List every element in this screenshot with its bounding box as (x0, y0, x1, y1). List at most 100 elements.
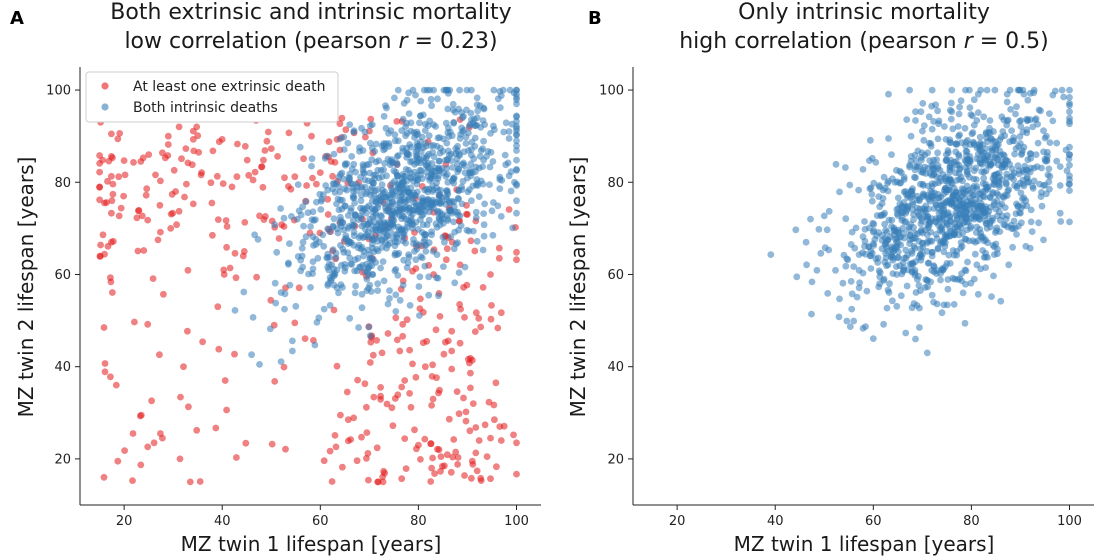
panel-a-point-series-0 (513, 248, 520, 256)
panel-a-point-series-0 (363, 455, 370, 462)
panel-b-point-series-0 (1014, 86, 1022, 94)
panel-b-point-series-0 (868, 154, 876, 162)
panel-a-title-r: r (399, 29, 410, 54)
panel-b-point-series-0 (950, 301, 958, 308)
panel-a-point-series-1 (476, 102, 484, 110)
panel-a-point-series-1 (479, 246, 487, 254)
panel-a-point-series-1 (288, 213, 295, 220)
panel-a-point-series-0 (96, 253, 104, 260)
panel-a-point-series-1 (346, 121, 354, 128)
panel-a-point-series-0 (223, 243, 231, 251)
panel-b-point-series-0 (1056, 209, 1064, 217)
panel-a-point-series-1 (358, 124, 365, 132)
panel-a-point-series-1 (461, 263, 469, 271)
panel-a-point-series-1 (336, 188, 344, 196)
panel-a-point-series-1 (341, 236, 349, 243)
panel-b-point-series-0 (920, 122, 928, 129)
panel-b-point-series-0 (1046, 139, 1054, 147)
panel-b-point-series-0 (931, 180, 939, 188)
panel-b-point-series-0 (843, 255, 851, 263)
panel-a-point-series-1 (381, 222, 389, 230)
panel-a-point-series-1 (240, 288, 248, 296)
panel-a-point-series-1 (328, 261, 335, 269)
panel-a-point-series-0 (156, 351, 163, 359)
panel-a-point-series-0 (406, 390, 413, 397)
panel-a-point-series-1 (459, 114, 466, 122)
panel-b-y-tick-label: 60 (607, 268, 624, 283)
panel-b-point-series-0 (1019, 147, 1026, 154)
panel-b-point-series-0 (906, 163, 913, 171)
panel-a-point-series-0 (219, 180, 227, 188)
panel-b-point-series-0 (1028, 228, 1036, 236)
panel-a-point-series-0 (388, 404, 396, 412)
panel-b-point-series-0 (960, 186, 967, 194)
panel-b-point-series-0 (956, 103, 963, 111)
panel-b-title-line2: high correlation (pearson r = 0.5) (679, 29, 1049, 54)
panel-a-point-series-1 (449, 106, 457, 114)
panel-a-point-series-0 (428, 402, 435, 409)
panel-b-point-series-0 (888, 223, 895, 230)
panel-a-point-series-1 (344, 249, 352, 257)
panel-b-point-series-0 (911, 173, 918, 181)
panel-b-point-series-0 (1000, 194, 1008, 201)
panel-b-point-series-0 (955, 132, 962, 140)
panel-b-point-series-0 (1066, 143, 1073, 151)
panel-b-point-series-0 (973, 117, 981, 124)
panel-a-point-series-0 (411, 426, 418, 434)
panel-a-point-series-1 (433, 179, 440, 187)
panel-b-point-series-0 (884, 236, 892, 244)
panel-a-point-series-1 (374, 186, 382, 194)
panel-a-point-series-0 (472, 449, 480, 457)
panel-a-point-series-0 (448, 347, 456, 355)
panel-a-plot-area (96, 86, 520, 486)
panel-a-point-series-1 (480, 137, 487, 145)
panel-b-point-series-0 (917, 251, 924, 258)
panel-a-point-series-1 (307, 284, 314, 291)
panel-b-point-series-0 (973, 185, 981, 193)
panel-b-point-series-0 (1066, 172, 1073, 180)
panel-b-point-series-0 (1066, 218, 1073, 226)
panel-b-point-series-0 (1015, 222, 1022, 230)
panel-a-point-series-1 (411, 134, 418, 141)
panel-b-point-series-0 (1006, 86, 1014, 94)
panel-b-point-series-0 (1003, 212, 1011, 219)
panel-b-point-series-0 (817, 249, 825, 257)
panel-a-point-series-1 (472, 214, 480, 222)
panel-a-point-series-0 (467, 369, 474, 377)
panel-a-point-series-0 (109, 180, 117, 188)
panel-a-point-series-1 (277, 358, 285, 365)
panel-a-point-series-0 (107, 373, 114, 381)
panel-b-point-series-0 (893, 302, 901, 310)
panel-a-point-series-1 (425, 132, 433, 140)
panel-b-point-series-0 (935, 194, 943, 202)
panel-b-point-series-0 (995, 177, 1002, 184)
panel-b-point-series-0 (946, 106, 954, 114)
panel-a-point-series-1 (450, 218, 458, 226)
panel-a-point-series-1 (425, 291, 433, 299)
panel-a-point-series-1 (319, 231, 327, 239)
panel-b-point-series-0 (1027, 154, 1035, 162)
panel-a-point-series-1 (444, 147, 452, 155)
panel-b-point-series-0 (917, 108, 925, 116)
panel-a-point-series-1 (329, 223, 337, 231)
panel-a-point-series-1 (307, 223, 314, 230)
panel-b-point-series-0 (907, 194, 914, 201)
panel-b-point-series-0 (820, 212, 828, 220)
panel-a-point-series-1 (375, 231, 383, 239)
panel-b-point-series-0 (908, 267, 916, 275)
panel-a-point-series-0 (208, 199, 216, 207)
panel-b-point-series-0 (962, 148, 970, 155)
panel-a-point-series-0 (358, 433, 365, 441)
panel-a-point-series-0 (513, 256, 520, 264)
panel-b-point-series-0 (942, 175, 949, 183)
panel-a-point-series-1 (413, 128, 421, 136)
panel-a-point-series-0 (399, 320, 407, 328)
panel-b-point-series-0 (976, 195, 984, 202)
panel-a-point-series-1 (426, 201, 434, 209)
panel-b-point-series-0 (832, 160, 840, 168)
panel-b-point-series-0 (821, 244, 829, 252)
panel-a-point-series-1 (332, 249, 340, 257)
panel-a-point-series-1 (509, 224, 516, 232)
panel-b-point-series-0 (1007, 106, 1014, 113)
panel-a-point-series-0 (301, 335, 309, 342)
